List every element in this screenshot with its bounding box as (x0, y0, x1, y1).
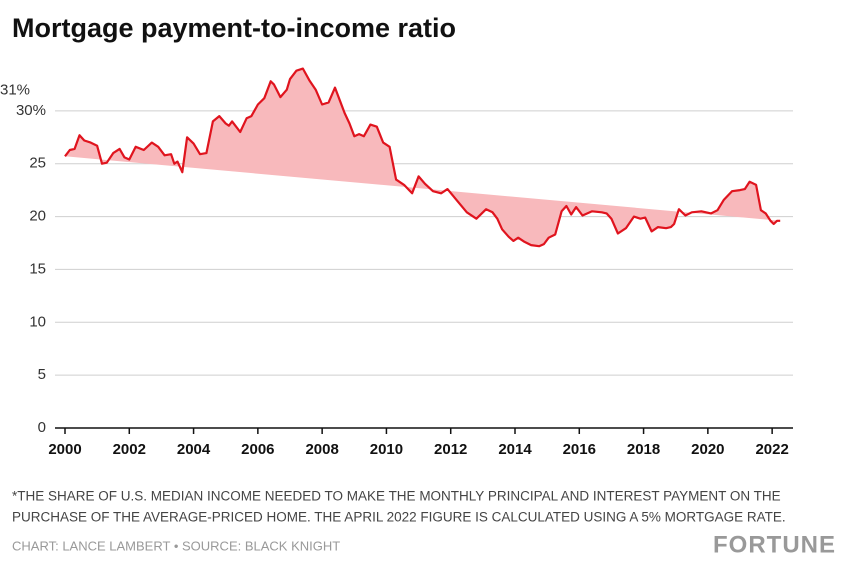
x-tick-label: 2006 (241, 441, 274, 458)
x-tick-label: 2012 (434, 441, 467, 458)
y-tick-label: 0 (38, 419, 46, 436)
x-tick-label: 2014 (498, 441, 532, 458)
y-tick-label: 30% (16, 102, 46, 119)
brand: FORTUNE (713, 531, 836, 558)
x-tick-label: 2002 (113, 441, 146, 458)
end-label: 31% (0, 81, 30, 98)
footnote: *THE SHARE OF U.S. MEDIAN INCOME NEEDED … (12, 489, 781, 504)
y-tick-label: 25 (29, 155, 46, 172)
x-tick-label: 2020 (691, 441, 724, 458)
x-tick-label: 2022 (755, 441, 788, 458)
y-tick-label: 5 (38, 366, 46, 383)
y-tick-label: 20 (29, 208, 46, 225)
x-tick-label: 2004 (177, 441, 211, 458)
credit: CHART: LANCE LAMBERT • SOURCE: BLACK KNI… (12, 538, 340, 553)
x-tick-label: 2016 (563, 441, 596, 458)
line (64, 67, 781, 248)
footnote: PURCHASE OF THE AVERAGE-PRICED HOME. THE… (12, 510, 786, 525)
y-tick-label: 10 (29, 313, 46, 330)
chart-title: Mortgage payment-to-income ratio (12, 13, 456, 43)
x-tick-label: 2018 (627, 441, 660, 458)
x-tick-label: 2000 (48, 441, 81, 458)
area (65, 68, 781, 247)
x-tick-label: 2008 (305, 441, 338, 458)
x-tick-label: 2010 (370, 441, 403, 458)
y-tick-label: 15 (29, 260, 46, 277)
